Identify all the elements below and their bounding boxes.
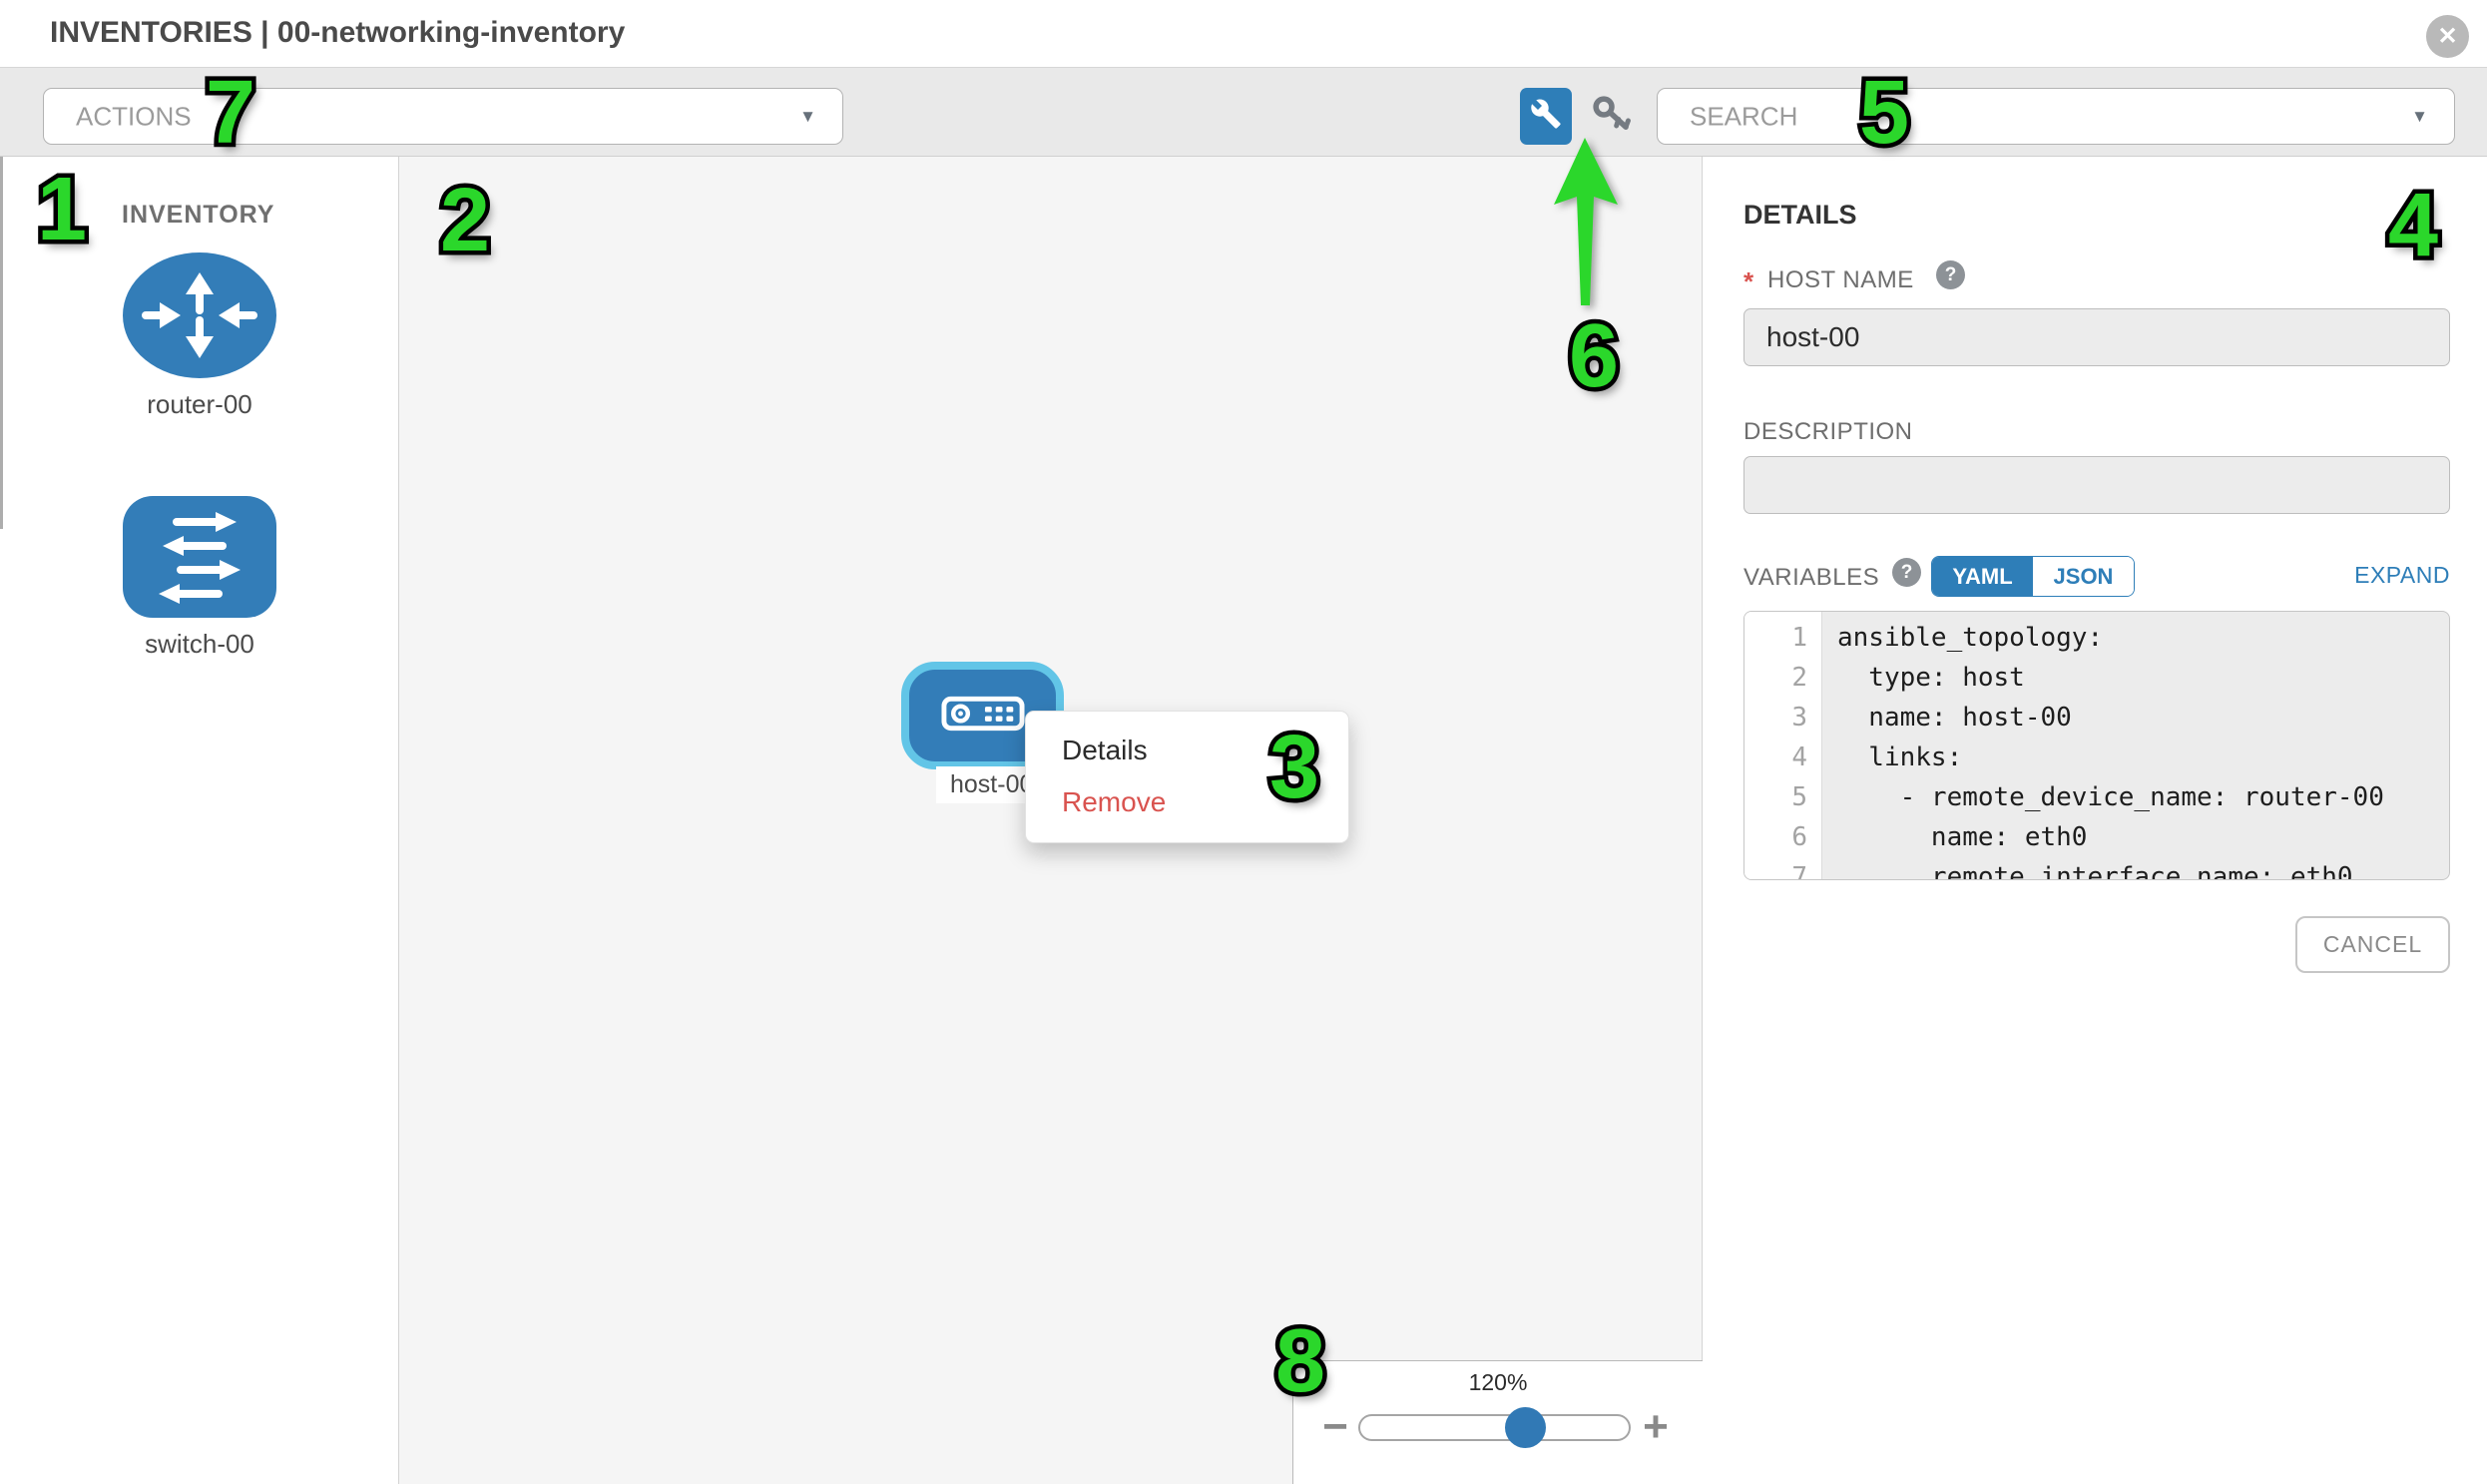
line-number: 1 xyxy=(1791,623,1807,653)
search-dropdown[interactable]: SEARCH ▼ xyxy=(1657,88,2455,145)
close-icon[interactable]: ✕ xyxy=(2426,15,2469,58)
code-line: type: host xyxy=(1837,663,2025,693)
topology-canvas[interactable]: host-00 Details Remove 120% − + xyxy=(399,157,1703,1484)
palette-item-switch[interactable]: switch-00 xyxy=(0,496,399,660)
zoom-level-value: 120% xyxy=(1468,1369,1528,1395)
inventory-sidebar: INVENTORY xyxy=(0,157,399,1484)
code-line: - remote_device_name: router-00 xyxy=(1837,782,2384,812)
line-number: 6 xyxy=(1791,822,1807,852)
palette-item-label: router-00 xyxy=(147,389,252,419)
zoom-out-button[interactable]: − xyxy=(1322,1402,1348,1451)
host-name-field[interactable] xyxy=(1743,308,2450,366)
description-field[interactable] xyxy=(1743,456,2450,514)
code-line: ansible_topology: xyxy=(1837,623,2104,653)
chevron-down-icon: ▼ xyxy=(799,106,816,126)
node-context-menu: Details Remove xyxy=(1025,711,1349,843)
question-glyph: ? xyxy=(1900,561,1913,583)
line-number: 2 xyxy=(1791,663,1807,693)
page-title: INVENTORIES | 00-networking-inventory xyxy=(50,16,626,49)
palette-item-label: switch-00 xyxy=(145,629,254,659)
zoom-slider-thumb[interactable] xyxy=(1505,1407,1546,1448)
key-icon xyxy=(1590,93,1634,142)
router-icon xyxy=(123,252,276,382)
code-line: links: xyxy=(1837,742,1963,772)
variables-label: VARIABLES xyxy=(1743,564,1880,591)
code-line: name: host-00 xyxy=(1837,703,2072,733)
wrench-tool-button[interactable] xyxy=(1520,88,1572,145)
cancel-button[interactable]: CANCEL xyxy=(2295,916,2450,973)
zoom-slider-track[interactable] xyxy=(1358,1414,1631,1441)
toolbar: ACTIONS ▼ SEARCH ▼ xyxy=(0,67,2487,157)
wrench-icon xyxy=(1530,98,1562,135)
actions-dropdown-label: ACTIONS xyxy=(76,101,192,131)
zoom-in-button[interactable]: + xyxy=(1643,1402,1669,1451)
zoom-control-panel: 120% − + xyxy=(1292,1360,1703,1484)
close-glyph: ✕ xyxy=(2437,23,2458,50)
variables-editor[interactable]: 1 2 3 4 5 6 7 ansible_topology: type: ho… xyxy=(1743,611,2450,880)
line-number: 7 xyxy=(1791,862,1807,880)
question-icon[interactable]: ? xyxy=(1936,260,1965,289)
key-tool-button[interactable] xyxy=(1590,95,1634,139)
context-menu-item-remove[interactable]: Remove xyxy=(1062,786,1167,817)
question-glyph: ? xyxy=(1944,263,1957,285)
line-number: 5 xyxy=(1791,782,1807,812)
yaml-toggle-button[interactable]: YAML xyxy=(1932,557,2033,596)
editor-line-numbers: 1 2 3 4 5 6 7 xyxy=(1744,612,1822,879)
editor-code-area: ansible_topology: type: host name: host-… xyxy=(1823,612,2449,879)
description-label: DESCRIPTION xyxy=(1743,418,1913,445)
chevron-down-icon: ▼ xyxy=(2411,106,2428,126)
required-marker: * xyxy=(1743,266,1754,296)
details-heading: DETAILS xyxy=(1743,200,1857,230)
switch-icon xyxy=(123,496,276,622)
expand-link[interactable]: EXPAND xyxy=(2354,562,2450,588)
title-bar: INVENTORIES | 00-networking-inventory ✕ xyxy=(0,0,2487,67)
actions-dropdown[interactable]: ACTIONS ▼ xyxy=(43,88,843,145)
host-name-label: HOST NAME xyxy=(1767,266,1914,293)
inventory-heading: INVENTORY xyxy=(122,201,275,229)
variables-format-toggle: YAML JSON xyxy=(1931,556,2135,597)
search-dropdown-label: SEARCH xyxy=(1690,101,1798,131)
context-menu-item-details[interactable]: Details xyxy=(1062,735,1148,765)
code-line: remote_interface_name: eth0 xyxy=(1837,862,2353,880)
line-number: 4 xyxy=(1791,742,1807,772)
details-panel: DETAILS * HOST NAME ? DESCRIPTION VARIAB… xyxy=(1704,157,2487,1484)
host-icon xyxy=(940,696,1025,737)
json-toggle-button[interactable]: JSON xyxy=(2033,557,2134,596)
code-line: name: eth0 xyxy=(1837,822,2088,852)
palette-item-router[interactable]: router-00 xyxy=(0,252,399,420)
line-number: 3 xyxy=(1791,703,1807,733)
sidebar-scrollbar[interactable] xyxy=(0,157,3,529)
question-icon[interactable]: ? xyxy=(1892,558,1921,587)
